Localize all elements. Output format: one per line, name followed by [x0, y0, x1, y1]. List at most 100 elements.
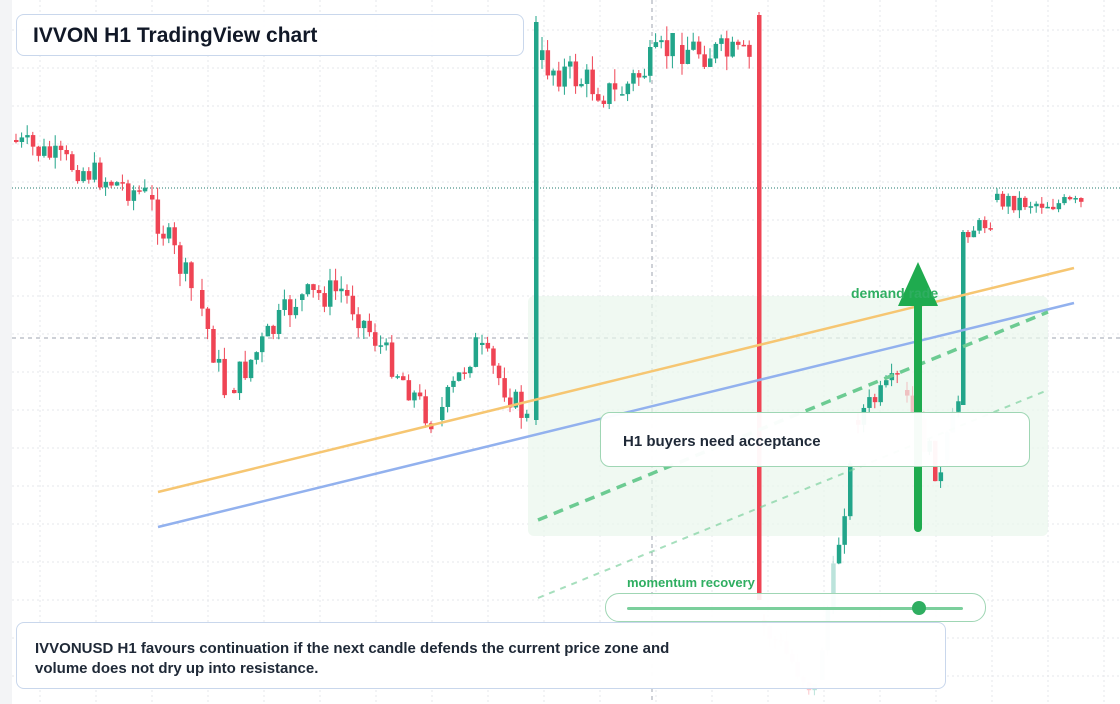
- candle-body: [30, 135, 36, 147]
- candle-down: [205, 306, 211, 340]
- candle-up: [293, 298, 299, 319]
- candle-up: [842, 508, 847, 554]
- candle-body: [579, 83, 584, 87]
- candle-down: [1000, 191, 1006, 210]
- candle-body: [378, 345, 384, 347]
- candle-body: [584, 69, 590, 84]
- candle-body: [456, 372, 462, 381]
- candle-up: [328, 268, 333, 316]
- candle-body: [496, 365, 502, 379]
- candle-body: [248, 359, 254, 379]
- candle-body: [568, 61, 573, 67]
- candle-up: [961, 230, 966, 405]
- candle-up: [166, 223, 172, 244]
- candle-body: [848, 463, 853, 517]
- candle-body: [276, 309, 282, 334]
- candle-down: [406, 374, 412, 401]
- candle-down: [519, 385, 524, 429]
- candle-down: [367, 313, 372, 337]
- candle-up: [631, 69, 636, 92]
- candle-body: [178, 245, 183, 274]
- candle-body: [339, 288, 344, 292]
- candle-up: [685, 36, 691, 65]
- candle-down: [211, 325, 216, 363]
- candle-up: [938, 466, 944, 488]
- candle-body: [328, 280, 333, 307]
- candle-up: [625, 81, 631, 102]
- candle-up: [878, 380, 883, 406]
- candle-body: [551, 70, 556, 76]
- candle-up: [1034, 201, 1039, 213]
- candle-body: [172, 227, 177, 246]
- candle-down: [545, 40, 551, 80]
- candle-body: [282, 299, 287, 310]
- candle-down: [155, 187, 161, 245]
- candle-body: [1056, 203, 1062, 210]
- candle-body: [590, 69, 595, 95]
- candle-body: [254, 352, 259, 360]
- candle-body: [384, 342, 389, 346]
- candle-up: [103, 177, 109, 196]
- candle-body: [183, 262, 189, 274]
- candle-body: [75, 170, 81, 182]
- candle-body: [423, 396, 428, 424]
- candle-up: [1073, 195, 1078, 204]
- momentum-slider[interactable]: [605, 593, 986, 622]
- candle-body: [659, 40, 664, 43]
- candle-body: [636, 73, 642, 78]
- momentum-knob[interactable]: [912, 601, 927, 615]
- candle-body: [747, 44, 752, 57]
- candle-body: [696, 41, 702, 55]
- candle-down: [14, 133, 19, 144]
- candle-up: [607, 82, 612, 110]
- candle-body: [373, 332, 378, 346]
- candle-up: [92, 152, 97, 183]
- candle-up: [867, 389, 872, 414]
- candle-down: [1079, 197, 1084, 208]
- candle-up: [719, 34, 724, 52]
- candle-down: [485, 336, 491, 352]
- candle-up: [540, 36, 545, 69]
- candle-down: [189, 261, 194, 301]
- candle-body: [895, 373, 900, 375]
- candle-body: [137, 190, 142, 192]
- candle-body: [573, 61, 579, 87]
- candle-up: [642, 68, 647, 79]
- candle-up: [659, 35, 664, 49]
- demand-zone-label: demand rade: [851, 285, 939, 301]
- candle-body: [243, 361, 248, 379]
- candle-body: [836, 544, 842, 564]
- candle-body: [485, 342, 491, 349]
- candle-up: [713, 42, 719, 64]
- candle-down: [109, 180, 114, 189]
- candle-down: [232, 387, 237, 394]
- candle-body: [142, 187, 148, 192]
- candle-body: [126, 183, 131, 201]
- candle-body: [905, 390, 910, 396]
- candle-down: [120, 174, 125, 191]
- candle-body: [311, 284, 316, 290]
- candle-up: [620, 86, 625, 96]
- candle-body: [878, 385, 883, 403]
- candle-body: [648, 47, 653, 76]
- candle-body: [260, 336, 265, 353]
- candle-down: [64, 145, 69, 161]
- candle-body: [1045, 206, 1050, 209]
- candle-body: [356, 314, 361, 329]
- candle-down: [178, 241, 183, 287]
- candle-down: [86, 167, 92, 184]
- candle-body: [445, 386, 451, 407]
- candle-down: [757, 12, 762, 600]
- candle-body: [691, 41, 696, 50]
- candle-down: [417, 384, 423, 400]
- candle-body: [98, 162, 103, 188]
- candle-down: [462, 367, 467, 380]
- candle-up: [584, 64, 590, 98]
- candle-body: [200, 290, 205, 309]
- candle-body: [293, 306, 299, 316]
- candle-body: [508, 397, 513, 408]
- candle-down: [98, 157, 103, 191]
- candle-body: [25, 135, 30, 138]
- candle-body: [625, 83, 631, 95]
- candle-body: [524, 413, 530, 418]
